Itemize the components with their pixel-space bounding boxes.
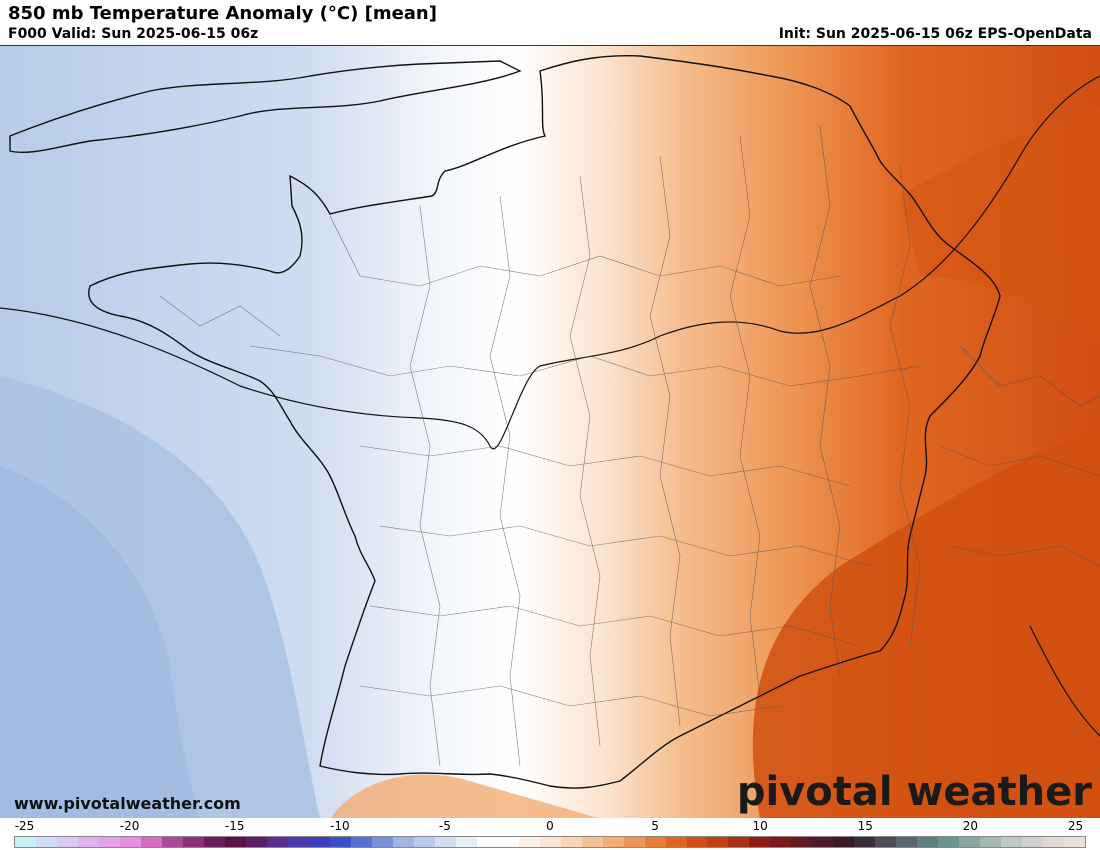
colorbar-swatch (518, 837, 540, 847)
colorbar-swatch (749, 837, 771, 847)
colorbar-swatch (455, 837, 477, 847)
warm-anomaly-region (752, 426, 1100, 819)
colorbar-swatch (1001, 837, 1023, 847)
colorbar-labels: -25 -20 -15 -10 -5 0 5 10 15 20 25 (0, 819, 1100, 833)
colorbar-swatch (56, 837, 78, 847)
warm-anomaly-northeast (900, 106, 1100, 346)
colorbar-swatch (392, 837, 414, 847)
colorbar-tick-label: -20 (119, 819, 140, 833)
colorbar-swatch (203, 837, 225, 847)
cold-anomaly-core (0, 466, 200, 819)
colorbar-swatch (728, 837, 750, 847)
map-canvas (0, 46, 1100, 819)
website-watermark: www.pivotalweather.com (14, 794, 241, 813)
colorbar-swatch (140, 837, 162, 847)
france-coastline-border (88, 54, 1001, 789)
colorbar-tick-label: 25 (1067, 819, 1084, 833)
colorbar-tick-label: -15 (224, 819, 245, 833)
colorbar: -25 -20 -15 -10 -5 0 5 10 15 20 25 (0, 818, 1100, 850)
colorbar-swatch (350, 837, 372, 847)
colorbar-swatch (434, 837, 456, 847)
colorbar-swatch (581, 837, 603, 847)
colorbar-swatch (938, 837, 960, 847)
colorbar-tick-label: 10 (752, 819, 768, 833)
colorbar-swatch (266, 837, 288, 847)
colorbar-swatch (833, 837, 855, 847)
colorbar-swatch (707, 837, 729, 847)
header: 850 mb Temperature Anomaly (°C) [mean] F… (0, 0, 1100, 45)
colorbar-swatch (665, 837, 687, 847)
colorbar-swatch (308, 837, 330, 847)
colorbar-swatch (35, 837, 57, 847)
colorbar-swatch (1043, 837, 1065, 847)
colorbar-swatch (812, 837, 834, 847)
colorbar-swatch (182, 837, 204, 847)
colorbar-tick-label: 5 (651, 819, 659, 833)
colorbar-swatch (896, 837, 918, 847)
init-time: Init: Sun 2025-06-15 06z EPS-OpenData (778, 26, 1092, 42)
colorbar-swatch (644, 837, 666, 847)
england-coastline (9, 60, 522, 154)
colorbar-swatch (875, 837, 897, 847)
colorbar-swatch (287, 837, 309, 847)
colorbar-swatch (539, 837, 561, 847)
italy-coastline (1029, 625, 1100, 737)
colorbar-tick-label: -10 (329, 819, 350, 833)
colorbar-swatch (791, 837, 813, 847)
colorbar-swatch (15, 837, 36, 847)
warm-anomaly-pyrenees (330, 774, 600, 819)
colorbar-swatch (371, 837, 393, 847)
colorbar-swatch (413, 837, 435, 847)
colorbar-swatch (854, 837, 876, 847)
colorbar-swatch (560, 837, 582, 847)
colorbar-swatch (917, 837, 939, 847)
colorbar-swatch (959, 837, 981, 847)
colorbar-swatch (770, 837, 792, 847)
colorbar-swatch (497, 837, 519, 847)
colorbar-tick-label: 15 (857, 819, 873, 833)
colorbar-scale (14, 836, 1086, 848)
colorbar-swatch (602, 837, 624, 847)
colorbar-tick-label: 0 (546, 819, 554, 833)
admin-boundaries (159, 125, 1100, 767)
colorbar-swatch (329, 837, 351, 847)
colorbar-swatch (98, 837, 120, 847)
anomaly-map: www.pivotalweather.com pivotal weather (0, 45, 1100, 819)
colorbar-swatch (224, 837, 246, 847)
colorbar-tick-label: -5 (438, 819, 451, 833)
colorbar-swatch (476, 837, 498, 847)
colorbar-swatch (1064, 837, 1086, 847)
colorbar-tick-label: 20 (962, 819, 979, 833)
colorbar-swatch (1022, 837, 1044, 847)
colorbar-swatch (245, 837, 267, 847)
map-title: 850 mb Temperature Anomaly (°C) [mean] (8, 3, 437, 24)
valid-time: F000 Valid: Sun 2025-06-15 06z (8, 26, 259, 42)
brand-logo: pivotal weather (736, 769, 1092, 815)
colorbar-tick-label: -25 (14, 819, 35, 833)
colorbar-swatch (686, 837, 708, 847)
colorbar-swatch (161, 837, 183, 847)
colorbar-swatch (119, 837, 141, 847)
colorbar-swatch (623, 837, 645, 847)
colorbar-swatch (77, 837, 99, 847)
colorbar-swatch (980, 837, 1002, 847)
